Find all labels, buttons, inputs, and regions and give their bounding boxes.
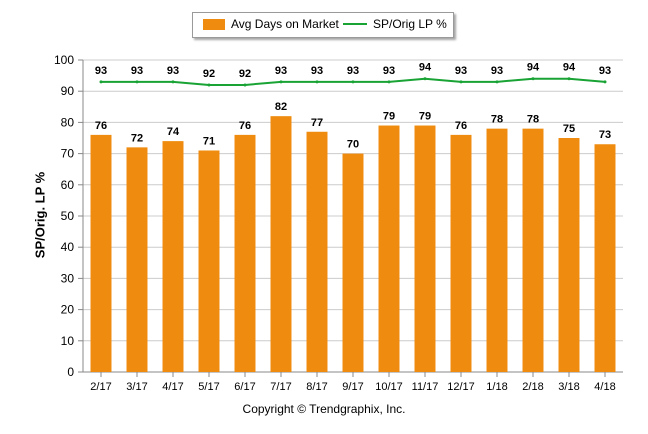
y-tick-label: 100: [54, 53, 74, 67]
y-tick-label: 30: [61, 271, 75, 285]
x-tick-label: 6/17: [234, 381, 255, 393]
bar-value-label: 82: [275, 101, 287, 113]
x-tick-label: 4/18: [594, 381, 615, 393]
y-tick-label: 40: [61, 240, 75, 254]
line-point: [315, 80, 319, 84]
bar-value-label: 76: [239, 120, 251, 132]
bar: [450, 134, 472, 372]
bar: [378, 125, 400, 373]
bar: [162, 141, 184, 372]
line-point: [423, 77, 427, 81]
line-point: [243, 83, 247, 87]
bar-value-label: 77: [311, 117, 323, 129]
bar: [126, 147, 148, 372]
legend-label-bars: Avg Days on Market: [231, 17, 339, 31]
line-value-label: 93: [167, 65, 179, 77]
x-tick-label: 8/17: [306, 381, 327, 393]
line-value-label: 93: [311, 65, 323, 77]
bar: [306, 131, 328, 372]
y-tick-label: 0: [67, 365, 74, 379]
bar-value-label: 79: [383, 111, 395, 123]
y-tick-label: 50: [61, 209, 75, 223]
legend-item-line: SP/Orig LP %: [343, 17, 447, 31]
line-point: [603, 80, 607, 84]
bar-value-label: 76: [95, 120, 107, 132]
line-value-label: 93: [95, 65, 107, 77]
line-point: [531, 77, 535, 81]
bar: [486, 128, 508, 372]
line-point: [171, 80, 175, 84]
bar: [594, 144, 616, 372]
line-value-label: 93: [131, 65, 143, 77]
bar-value-label: 78: [527, 114, 539, 126]
line-point: [567, 77, 571, 81]
line-value-label: 94: [419, 62, 432, 74]
bar: [90, 134, 112, 372]
y-tick-label: 20: [61, 303, 75, 317]
bar: [342, 153, 364, 372]
line-value-label: 92: [203, 68, 215, 80]
line-point: [387, 80, 391, 84]
bar: [270, 116, 292, 372]
bar-value-label: 75: [563, 123, 575, 135]
bar: [558, 138, 580, 372]
bar-value-label: 72: [131, 132, 143, 144]
legend-label-line: SP/Orig LP %: [373, 17, 447, 31]
line-point: [459, 80, 463, 84]
legend-item-bars: Avg Days on Market: [203, 17, 339, 31]
y-axis-label: SP/Orig. LP %: [32, 171, 48, 259]
x-tick-label: 4/17: [162, 381, 183, 393]
x-tick-label: 5/17: [198, 381, 219, 393]
y-tick-label: 80: [61, 115, 75, 129]
y-tick-label: 90: [61, 84, 75, 98]
y-tick-label: 70: [61, 147, 75, 161]
line-value-label: 94: [527, 62, 540, 74]
line-point: [279, 80, 283, 84]
bar: [234, 134, 256, 372]
line-point: [495, 80, 499, 84]
bar: [414, 125, 436, 373]
bar-value-label: 73: [599, 129, 611, 141]
line-value-label: 93: [275, 65, 287, 77]
bar-value-label: 70: [347, 139, 359, 151]
bar-value-label: 79: [419, 111, 431, 123]
legend: Avg Days on Market SP/Orig LP %: [192, 12, 454, 38]
line-value-label: 93: [383, 65, 395, 77]
x-tick-label: 11/17: [412, 381, 439, 393]
bar-value-label: 71: [203, 135, 215, 147]
line-point: [207, 83, 211, 87]
x-tick-label: 2/18: [522, 381, 543, 393]
x-tick-label: 2/17: [90, 381, 111, 393]
legend-swatch-line: [343, 23, 367, 25]
legend-swatch-bar: [203, 18, 225, 30]
line-value-label: 93: [491, 65, 503, 77]
y-tick-label: 10: [61, 334, 75, 348]
x-tick-label: 7/17: [270, 381, 291, 393]
x-tick-label: 3/18: [558, 381, 579, 393]
line-point: [351, 80, 355, 84]
copyright-text: Copyright © Trendgraphix, Inc.: [242, 402, 406, 416]
bar-value-label: 74: [167, 126, 180, 138]
x-tick-label: 9/17: [342, 381, 363, 393]
x-tick-label: 3/17: [126, 381, 147, 393]
line-value-label: 93: [599, 65, 611, 77]
bar-value-label: 78: [491, 114, 503, 126]
x-tick-label: 12/17: [447, 381, 475, 393]
y-tick-label: 60: [61, 178, 75, 192]
line-point: [135, 80, 139, 84]
line-point: [99, 80, 103, 84]
bar: [522, 128, 544, 372]
bar-value-label: 76: [455, 120, 467, 132]
x-tick-label: 1/18: [486, 381, 507, 393]
line-value-label: 92: [239, 68, 251, 80]
line-value-label: 93: [455, 65, 467, 77]
x-tick-label: 10/17: [375, 381, 403, 393]
bar: [198, 150, 220, 372]
line-value-label: 93: [347, 65, 359, 77]
line-value-label: 94: [563, 62, 576, 74]
